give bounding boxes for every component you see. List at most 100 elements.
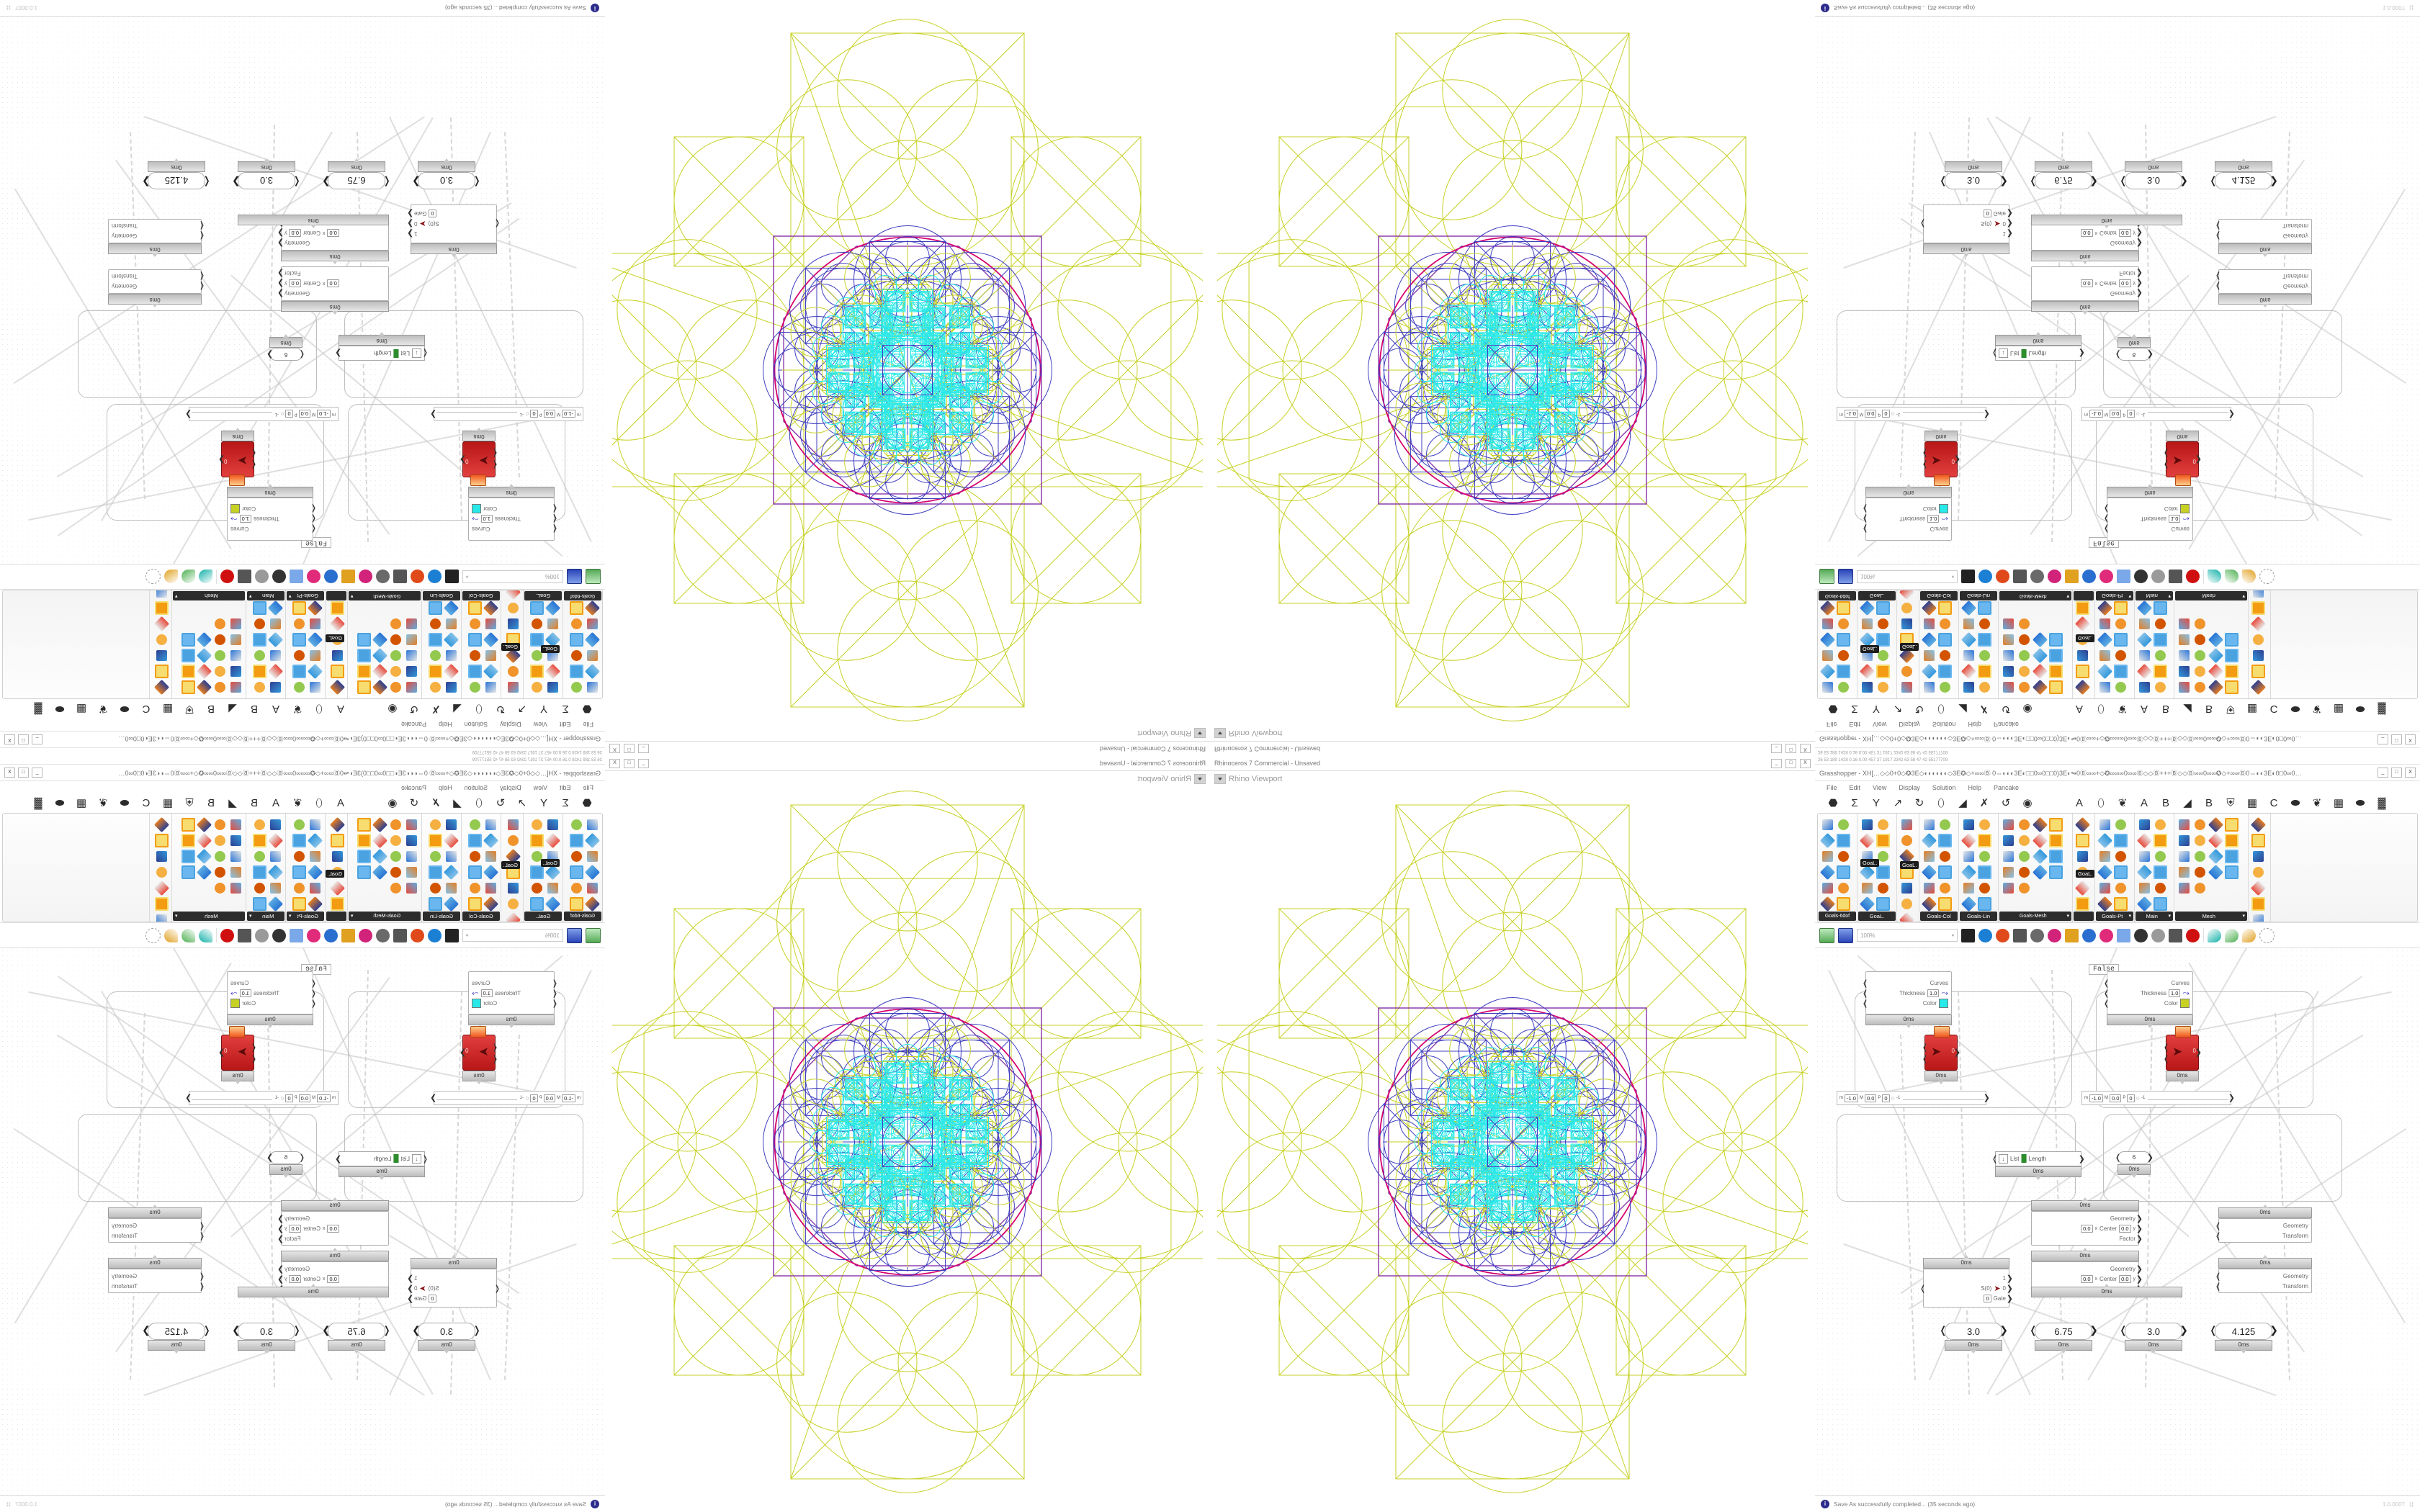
component-icon[interactable]	[2250, 880, 2266, 896]
port-out-icon[interactable]: ❯	[185, 1094, 192, 1102]
transform-icon[interactable]: ↺	[2001, 703, 2011, 716]
domain-min[interactable]: -1.0	[317, 1094, 331, 1102]
addon-tab-3[interactable]: A	[2140, 796, 2148, 809]
domain-max[interactable]: 0.0	[298, 410, 311, 418]
ribbon-tab[interactable]: Goals-Pt ▾	[287, 912, 324, 921]
center-x[interactable]: 0.0	[327, 279, 339, 288]
component-icon[interactable]	[1921, 680, 1937, 696]
menu-help[interactable]: Help	[439, 721, 452, 729]
component-icon[interactable]	[2250, 632, 2266, 648]
addon-tab-0[interactable]: A	[2075, 703, 2083, 716]
component-icon[interactable]	[585, 632, 601, 648]
component-icon[interactable]	[154, 680, 170, 696]
component-icon[interactable]	[2000, 680, 2016, 696]
component-icon[interactable]	[181, 864, 197, 880]
port-in-icon[interactable]: ❬	[2163, 460, 2170, 469]
amber-preview-icon[interactable]	[164, 928, 178, 942]
component-icon[interactable]	[585, 664, 601, 680]
port-in-icon[interactable]: ❬	[2103, 989, 2110, 998]
domain-precision[interactable]: 0	[285, 1094, 293, 1102]
component-icon[interactable]	[2097, 600, 2112, 616]
ribbon-tab[interactable]: Main ▾	[2136, 912, 2173, 921]
transform-node[interactable]: 0ms ❬ Geometry ❬ Transform	[108, 269, 205, 305]
domain-precision[interactable]: 0	[530, 1094, 538, 1102]
center-y[interactable]: 0.0	[289, 279, 301, 288]
component-icon[interactable]	[2176, 632, 2192, 648]
component-icon[interactable]	[212, 832, 228, 848]
port-out-icon[interactable]: ❯	[218, 1048, 225, 1057]
ghost-icon[interactable]	[2169, 570, 2182, 584]
addon-tab-4[interactable]: B	[251, 703, 259, 716]
addon-tab-6[interactable]: B	[2205, 703, 2213, 716]
component-icon[interactable]	[2016, 648, 2032, 664]
doc-icon[interactable]	[341, 928, 355, 942]
component-icon[interactable]	[2112, 664, 2128, 680]
viewport-label-row[interactable]: Rhino Viewport	[1214, 728, 1282, 738]
port-in-icon[interactable]: ❬	[2163, 1043, 2170, 1052]
custom-preview-node[interactable]: ❬ Curves ❬ Thickness 1.0 ⤳ ❬ Color 0ms	[2103, 971, 2193, 1028]
error-node-body[interactable]: ➤ 0 ❬ ❬ ❯	[460, 441, 498, 486]
gh-maximize-button[interactable]: □	[18, 768, 29, 778]
component-icon[interactable]	[268, 880, 284, 896]
red-preview-icon[interactable]	[220, 928, 234, 942]
ribbon-tab[interactable]: Goals-Col	[462, 912, 500, 921]
color-swatch[interactable]	[1939, 504, 1948, 514]
port-out-icon[interactable]: ❯	[2195, 1048, 2202, 1057]
addon-tab-9[interactable]: C	[142, 796, 151, 809]
center-x[interactable]: 0.0	[2081, 1224, 2093, 1233]
component-icon[interactable]	[357, 832, 372, 848]
bake-icon[interactable]	[1996, 928, 2009, 942]
menu-display[interactable]: Display	[1899, 783, 1920, 791]
stream-gate-node[interactable]: 0ms 1 ❯ ❬ S(0) ➤ 0 ❯ 0 Gate ❯	[1919, 1255, 2013, 1308]
surface-icon[interactable]: ⬯	[475, 796, 483, 809]
component-icon[interactable]	[2208, 816, 2223, 832]
number-slider[interactable]: ❬ 6.75 ❯ 0ms	[2029, 1323, 2098, 1354]
port-in-icon[interactable]: ❬	[310, 514, 317, 523]
slider-track[interactable]	[1903, 412, 1984, 416]
component-icon[interactable]	[2097, 648, 2112, 664]
marquee-icon[interactable]	[145, 927, 161, 943]
component-icon[interactable]	[428, 848, 444, 864]
addon-extra-icon-1[interactable]: ▦	[2333, 703, 2344, 716]
component-icon[interactable]	[1921, 664, 1937, 680]
component-icon[interactable]	[545, 680, 561, 696]
number-slider[interactable]: ❬ 3.0 ❯ 0ms	[232, 1323, 301, 1351]
viewport-menu-caret-icon[interactable]	[1194, 728, 1206, 738]
addon-tab-8[interactable]: ▦	[162, 796, 174, 809]
menu-help[interactable]: Help	[1968, 783, 1981, 791]
gha-icon[interactable]	[359, 928, 372, 942]
thickness-value[interactable]: 1.0	[2168, 515, 2181, 523]
component-icon[interactable]	[308, 632, 323, 648]
component-icon[interactable]	[292, 616, 308, 632]
shade-icon[interactable]	[2151, 928, 2165, 942]
rhino-minimize-button[interactable]: _	[1771, 758, 1782, 768]
component-icon[interactable]	[1976, 896, 1992, 912]
component-icon[interactable]	[388, 680, 404, 696]
component-icon[interactable]	[2152, 896, 2168, 912]
component-icon[interactable]	[330, 664, 346, 680]
port-in-icon[interactable]: ❬	[1922, 1043, 1929, 1052]
slider-track[interactable]	[1903, 1096, 1984, 1100]
port-out-icon[interactable]: ❯	[2136, 228, 2143, 238]
port-out-icon[interactable]: ❯	[2136, 1274, 2143, 1284]
gha-icon[interactable]	[2048, 928, 2061, 942]
component-icon[interactable]	[585, 880, 601, 896]
component-icon[interactable]	[1937, 832, 1953, 848]
thickness-value[interactable]: 1.0	[239, 515, 252, 523]
stream-gate-node[interactable]: 0ms 1 ❯ ❬ S(0) ➤ 0 ❯ 0 Gate ❯	[1919, 204, 2013, 254]
component-icon[interactable]	[1976, 664, 1992, 680]
component-icon[interactable]	[569, 664, 585, 680]
component-icon[interactable]	[2250, 648, 2266, 664]
component-icon[interactable]	[1960, 896, 1976, 912]
number-slider[interactable]: ❬ 3.0 ❯ 0ms	[1939, 161, 2008, 189]
component-icon[interactable]	[2048, 632, 2063, 648]
ribbon-tab[interactable]	[2074, 912, 2094, 921]
component-icon[interactable]	[2192, 648, 2208, 664]
port-in-icon[interactable]: ❬	[491, 460, 498, 469]
port-out-icon[interactable]: ❯	[407, 1274, 414, 1283]
component-icon[interactable]	[467, 864, 483, 880]
component-icon[interactable]	[1960, 680, 1976, 696]
component-icon[interactable]	[154, 832, 170, 848]
component-icon[interactable]	[197, 848, 212, 864]
